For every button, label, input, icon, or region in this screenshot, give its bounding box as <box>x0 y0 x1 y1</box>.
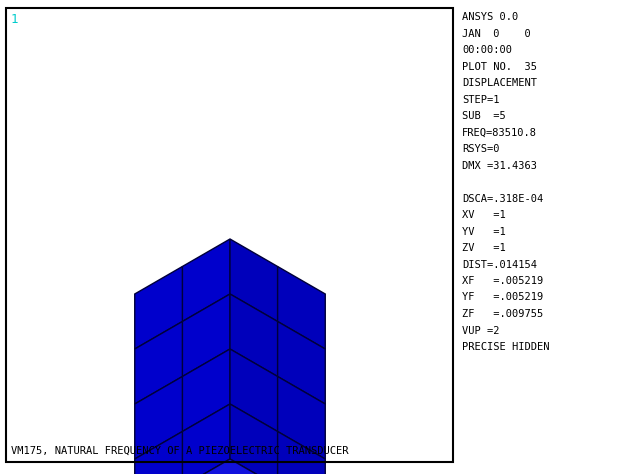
Polygon shape <box>135 321 182 404</box>
Text: 1: 1 <box>11 13 18 26</box>
Text: PLOT NO.  35: PLOT NO. 35 <box>462 62 537 72</box>
Polygon shape <box>182 404 230 474</box>
Text: RSYS=0: RSYS=0 <box>462 144 499 154</box>
Bar <box>6 8 453 462</box>
Text: PRECISE HIDDEN: PRECISE HIDDEN <box>462 342 550 352</box>
Text: SUB  =5: SUB =5 <box>462 111 506 121</box>
Polygon shape <box>278 376 325 459</box>
Polygon shape <box>135 376 182 459</box>
Text: XF   =.005219: XF =.005219 <box>462 276 543 286</box>
Text: 00:00:00: 00:00:00 <box>462 45 512 55</box>
Polygon shape <box>135 266 182 349</box>
Text: JAN  0    0: JAN 0 0 <box>462 28 531 38</box>
Polygon shape <box>230 349 278 431</box>
Polygon shape <box>278 321 325 404</box>
Text: DMX =31.4363: DMX =31.4363 <box>462 161 537 171</box>
Text: STEP=1: STEP=1 <box>462 94 499 104</box>
Polygon shape <box>182 459 278 474</box>
Polygon shape <box>278 431 325 474</box>
Text: YV   =1: YV =1 <box>462 227 506 237</box>
Polygon shape <box>230 294 278 376</box>
Text: YF   =.005219: YF =.005219 <box>462 292 543 302</box>
Text: XV   =1: XV =1 <box>462 210 506 220</box>
Text: VM175, NATURAL FREQUENCY OF A PIEZOELECTRIC TRANSDUCER: VM175, NATURAL FREQUENCY OF A PIEZOELECT… <box>11 446 349 456</box>
Text: DISPLACEMENT: DISPLACEMENT <box>462 78 537 88</box>
Text: VUP =2: VUP =2 <box>462 326 499 336</box>
Polygon shape <box>230 404 278 474</box>
Polygon shape <box>182 239 230 321</box>
Text: ZV   =1: ZV =1 <box>462 243 506 253</box>
Text: FREQ=83510.8: FREQ=83510.8 <box>462 128 537 137</box>
Text: ANSYS 0.0: ANSYS 0.0 <box>462 12 518 22</box>
Polygon shape <box>182 349 230 431</box>
Text: DIST=.014154: DIST=.014154 <box>462 259 537 270</box>
Polygon shape <box>135 431 182 474</box>
Text: DSCA=.318E-04: DSCA=.318E-04 <box>462 193 543 203</box>
Text: ZF   =.009755: ZF =.009755 <box>462 309 543 319</box>
Polygon shape <box>278 266 325 349</box>
Polygon shape <box>230 239 278 321</box>
Polygon shape <box>182 294 230 376</box>
